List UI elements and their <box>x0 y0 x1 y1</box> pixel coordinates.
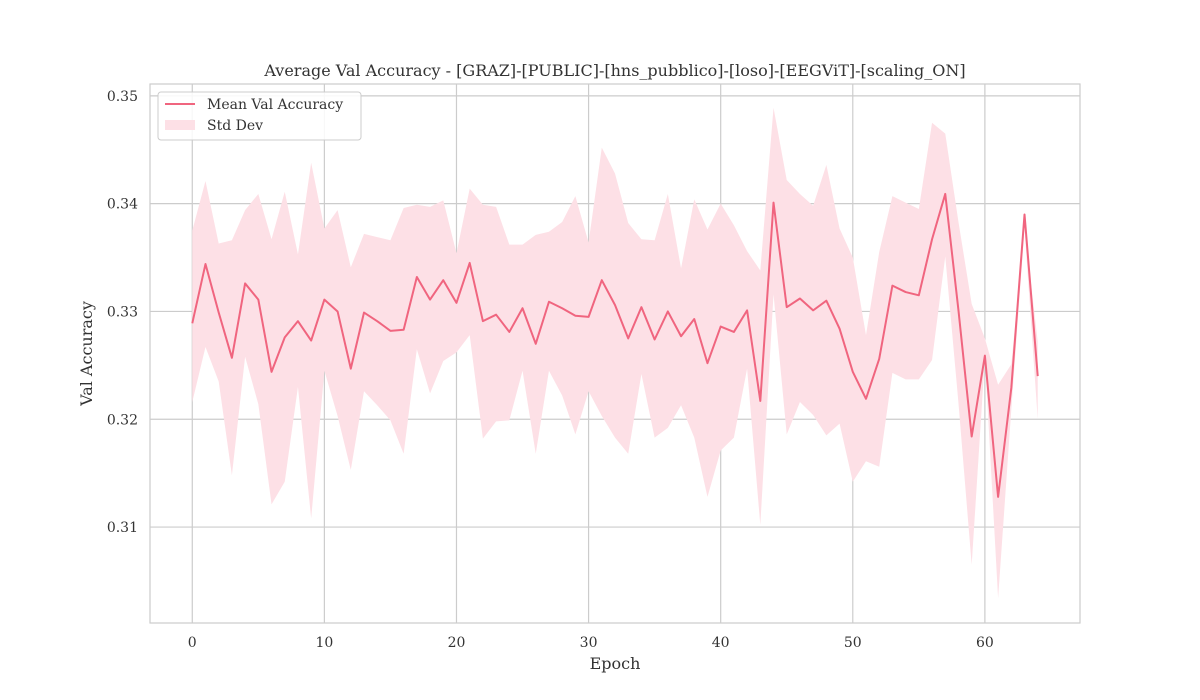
std-dev-band <box>192 107 1038 599</box>
x-tick-label: 40 <box>712 635 730 651</box>
plot-frame <box>149 83 1081 624</box>
x-tick-label: 10 <box>315 635 333 651</box>
legend-label-std: Std Dev <box>207 118 263 134</box>
x-tick-label: 20 <box>448 635 466 651</box>
x-axis-label: Epoch <box>590 654 641 673</box>
y-tick-label: 0.32 <box>107 412 138 428</box>
x-axis-ticks: 0 10 20 30 40 50 60 <box>188 635 994 651</box>
x-tick-label: 0 <box>188 635 197 651</box>
y-axis-label: Val Accuracy <box>77 301 96 407</box>
mean-val-accuracy-line <box>191 192 1039 498</box>
chart-title: Average Val Accuracy - [GRAZ]-[PUBLIC]-[… <box>263 61 965 80</box>
x-tick-label: 60 <box>976 635 994 651</box>
x-tick-label: 30 <box>580 635 598 651</box>
y-tick-label: 0.34 <box>107 197 138 213</box>
legend-label-mean: Mean Val Accuracy <box>207 97 343 113</box>
legend-swatch-std <box>165 120 195 130</box>
legend-box <box>157 91 362 141</box>
legend: Mean Val Accuracy Std Dev <box>157 91 362 141</box>
y-tick-label: 0.33 <box>107 304 138 320</box>
y-axis-ticks: 0.31 0.32 0.33 0.34 0.35 <box>107 89 138 536</box>
x-tick-label: 50 <box>844 635 862 651</box>
y-tick-label: 0.35 <box>107 89 138 105</box>
y-tick-label: 0.31 <box>107 520 138 536</box>
std-dev-band-layer <box>192 107 1038 599</box>
mean-line-layer <box>191 192 1039 498</box>
